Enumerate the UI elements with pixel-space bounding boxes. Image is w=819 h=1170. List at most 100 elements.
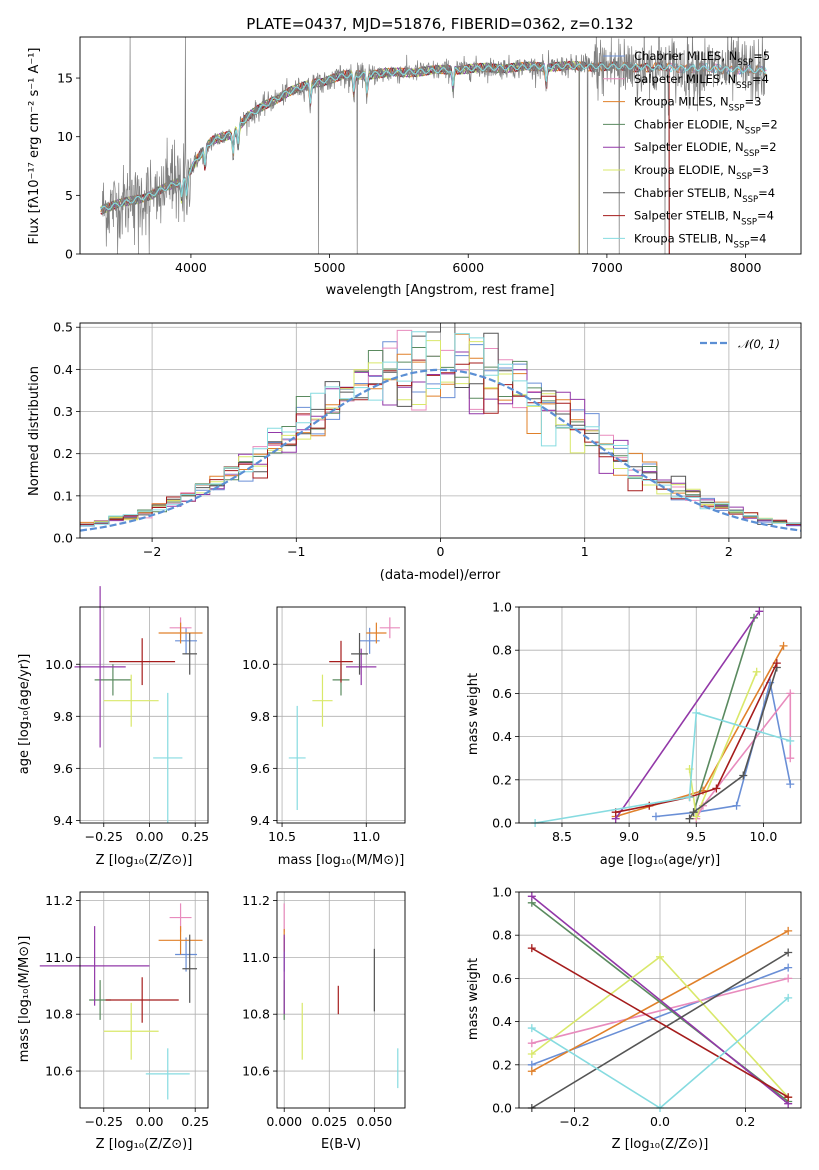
legend-name: Chabrier MILES, N bbox=[634, 49, 737, 63]
mass_weight_vs_Z-xtick-label-2: 0.2 bbox=[736, 1114, 756, 1129]
mass_vs_Z-ytick-label-2: 11.0 bbox=[45, 950, 73, 965]
errorbar-chabrier-stelib bbox=[182, 633, 198, 675]
age_vs_mass-ytick-label-1: 9.6 bbox=[250, 761, 270, 776]
series-line bbox=[615, 610, 761, 820]
series-marker-0 bbox=[527, 892, 536, 901]
mass_weight_vs_Z-xtick-label-0: −0.2 bbox=[559, 1114, 589, 1129]
age-vs-metallicity-ylabel: age [log₁₀(age/yr)] bbox=[17, 654, 32, 775]
age_vs_mass-ytick-label-2: 9.8 bbox=[250, 709, 270, 724]
spectrum-xtick-label-2: 6000 bbox=[452, 260, 484, 275]
mass_vs_ebv-ytick-label-2: 11.0 bbox=[242, 950, 270, 965]
age-vs-mass-xlabel: mass [log₁₀(M/M⊙)] bbox=[278, 853, 405, 868]
legend-sub: SSP bbox=[737, 58, 753, 68]
errorbar-kroupa-stelib bbox=[288, 705, 306, 810]
mass_weight_vs_age-ytick-label-4: 0.8 bbox=[492, 643, 512, 658]
spectrum-xtick-label-0: 4000 bbox=[175, 260, 207, 275]
series-marker-1 bbox=[784, 926, 793, 935]
series-marker-1 bbox=[784, 948, 793, 957]
series-marker-1 bbox=[685, 793, 694, 802]
legend-count: =5 bbox=[753, 49, 770, 63]
series-marker-1 bbox=[784, 974, 793, 983]
legend-count: =4 bbox=[752, 72, 769, 86]
series-marker-0 bbox=[685, 814, 694, 823]
mass_vs_Z-frame bbox=[79, 891, 209, 1109]
residuals-xtick-label-3: 1 bbox=[581, 544, 589, 559]
series-kroupa-elodie bbox=[685, 667, 761, 821]
series-marker-2 bbox=[732, 801, 741, 810]
age-vs-metallicity-panel: Z [log₁₀(Z/Z⊙)] age [log₁₀(age/yr)] −0.2… bbox=[17, 586, 209, 868]
errorbar-chabrier-miles bbox=[175, 937, 198, 972]
mass_weight_vs_Z-ytick-label-1: 0.2 bbox=[492, 1057, 512, 1072]
legend-name: Kroupa STELIB, N bbox=[634, 231, 734, 245]
series-marker-2 bbox=[752, 667, 761, 676]
mass-vs-metallicity-xlabel: Z [log₁₀(Z/Z⊙)] bbox=[96, 1137, 193, 1152]
residuals-frame bbox=[79, 322, 802, 539]
age_vs_Z-xtick-label-1: 0.00 bbox=[136, 829, 164, 844]
spectrum-title: PLATE=0437, MJD=51876, FIBERID=0362, z=0… bbox=[246, 15, 633, 33]
series-marker-0 bbox=[527, 1050, 536, 1058]
legend-label-salpeter-stelib: Salpeter STELIB, NSSP=4 bbox=[634, 209, 774, 228]
series-kroupa-stelib bbox=[531, 708, 795, 827]
residuals-xtick-label-1: −1 bbox=[287, 544, 305, 559]
age_vs_Z-xtick-label-0: −0.25 bbox=[85, 829, 123, 844]
age_vs_Z-ytick-label-3: 10.0 bbox=[45, 657, 73, 672]
errorbar-kroupa-miles bbox=[158, 926, 203, 955]
residuals-ytick-label-2: 0.2 bbox=[53, 446, 73, 461]
series-marker-2 bbox=[739, 771, 748, 780]
mass-weight-vs-age-panel: age [log₁₀(age/yr)] mass weight 8.5 9.0 9.… bbox=[466, 600, 802, 868]
age_vs_mass-frame bbox=[276, 606, 406, 824]
errorbar-kroupa-stelib bbox=[153, 692, 183, 823]
legend-sub: SSP bbox=[736, 172, 752, 182]
legend-label-salpeter-elodie: Salpeter ELODIE, NSSP=2 bbox=[634, 140, 777, 159]
series-kroupa-miles bbox=[527, 926, 793, 1076]
mass_weight_vs_Z-frame bbox=[518, 891, 802, 1109]
series-salpeter-miles bbox=[527, 974, 793, 1048]
errorbar-salpeter-stelib bbox=[329, 640, 353, 683]
errorbar-kroupa-elodie bbox=[103, 674, 159, 727]
mass-vs-metallicity-panel: Z [log₁₀(Z/Z⊙)] mass [log₁₀(M/M⊙)] −0.25… bbox=[17, 891, 209, 1152]
errorbar-salpeter-elodie bbox=[74, 586, 126, 748]
legend-sub: SSP bbox=[742, 195, 758, 205]
residuals-xtick-label-0: −2 bbox=[143, 544, 161, 559]
series-line bbox=[531, 947, 789, 1098]
mass_weight_vs_age-ytick-label-5: 1.0 bbox=[492, 600, 512, 615]
legend-label-normal: 𝒩(0, 1) bbox=[738, 337, 780, 351]
mass_weight_vs_age-ytick-label-1: 0.2 bbox=[492, 772, 512, 787]
legend-count: =2 bbox=[761, 117, 778, 131]
mass_weight_vs_age-xtick-label-1: 9.0 bbox=[619, 829, 639, 844]
series-marker-0 bbox=[527, 944, 536, 953]
residuals-ylabel: Normed distribution bbox=[27, 366, 42, 496]
errorbar-kroupa-stelib bbox=[145, 1048, 190, 1100]
mass_weight_vs_age-xtick-label-2: 9.5 bbox=[686, 829, 706, 844]
series-marker-4 bbox=[772, 659, 781, 668]
residuals-xlabel: (data-model)/error bbox=[380, 568, 501, 583]
series-marker-3 bbox=[712, 784, 721, 793]
series-line bbox=[534, 711, 791, 824]
legend-label-kroupa-miles: Kroupa MILES, NSSP=3 bbox=[634, 95, 761, 114]
series-line bbox=[655, 682, 792, 818]
legend-name: Kroupa ELODIE, N bbox=[634, 163, 736, 177]
mass-weight-vs-age-ylabel: mass weight bbox=[466, 673, 481, 755]
mass-weight-vs-age-xlabel: age [log₁₀(age/yr)] bbox=[600, 853, 721, 868]
mass_vs_ebv-ytick-label-0: 10.6 bbox=[242, 1064, 270, 1079]
mass_weight_vs_age-xtick-label-0: 8.5 bbox=[552, 829, 572, 844]
mass_vs_Z-ytick-label-3: 11.2 bbox=[45, 893, 73, 908]
spectrum-xtick-label-1: 5000 bbox=[314, 260, 346, 275]
errorbar-chabrier-stelib bbox=[351, 633, 368, 675]
series-marker-0 bbox=[527, 1024, 536, 1033]
series-marker-1 bbox=[656, 952, 664, 961]
legend-label-salpeter-miles: Salpeter MILES, NSSP=4 bbox=[634, 72, 769, 91]
series-line bbox=[531, 951, 789, 1109]
series-marker-1 bbox=[692, 812, 701, 821]
mass_weight_vs_Z-ytick-label-3: 0.6 bbox=[492, 971, 512, 986]
series-marker-3 bbox=[786, 736, 795, 745]
legend-name: Salpeter STELIB, N bbox=[634, 209, 741, 223]
residuals-ytick-label-4: 0.4 bbox=[53, 362, 73, 377]
spectrum-xlabel: wavelength [Angstrom, rest frame] bbox=[326, 283, 555, 298]
age_vs_Z-ytick-label-1: 9.6 bbox=[53, 761, 73, 776]
mass_weight_vs_Z-ytick-label-2: 0.4 bbox=[492, 1014, 512, 1029]
spectrum-xtick-label-4: 8000 bbox=[730, 260, 762, 275]
age_vs_Z-ytick-label-2: 9.8 bbox=[53, 709, 73, 724]
series-line bbox=[531, 930, 789, 1073]
legend-name: Kroupa MILES, N bbox=[634, 95, 729, 109]
